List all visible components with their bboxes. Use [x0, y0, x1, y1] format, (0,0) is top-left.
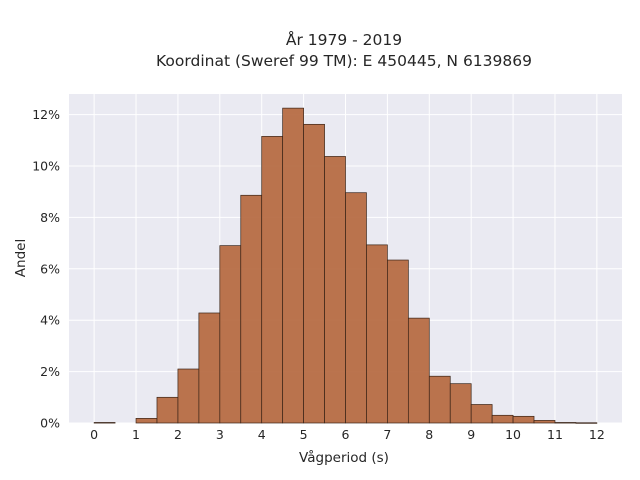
histogram-bar	[575, 422, 598, 424]
y-axis-ticks: 0% 2% 4% 6% 8% 10% 12%	[32, 107, 60, 430]
y-axis-label: Andel	[13, 239, 29, 277]
histogram-bar	[428, 375, 451, 424]
x-tick-label: 8	[425, 427, 433, 442]
histogram-bar	[261, 136, 284, 424]
histogram-bar	[366, 244, 388, 424]
histogram-bar	[303, 123, 325, 424]
x-tick-label: 9	[467, 427, 475, 442]
histogram-bar	[345, 192, 367, 424]
histogram-bar	[219, 245, 242, 424]
histogram-bar	[470, 404, 493, 424]
x-tick-label: 3	[216, 427, 224, 442]
x-tick-label: 4	[258, 427, 266, 442]
chart-title-line2: Koordinat (Sweref 99 TM): E 450445, N 61…	[156, 52, 532, 70]
histogram-bar	[554, 422, 577, 424]
y-tick-label: 2%	[40, 364, 60, 379]
x-tick-label: 5	[300, 427, 308, 442]
histogram-bar	[198, 312, 221, 424]
x-tick-label: 12	[589, 427, 605, 442]
y-tick-label: 12%	[32, 107, 60, 122]
x-tick-label: 11	[547, 427, 563, 442]
x-tick-label: 7	[383, 427, 391, 442]
histogram-bar	[407, 317, 430, 424]
histogram-bar	[324, 156, 346, 424]
x-tick-label: 6	[342, 427, 350, 442]
y-tick-label: 0%	[40, 416, 60, 431]
histogram-bar	[93, 422, 116, 424]
histogram-bar	[282, 107, 304, 424]
histogram-bar	[491, 414, 514, 424]
histogram-bar	[533, 420, 556, 424]
x-axis-ticks: 0 1 2 3 4 5 6 7 8 9 10 11 12	[90, 427, 605, 442]
x-axis-label: Vågperiod (s)	[299, 449, 389, 466]
x-tick-label: 2	[174, 427, 182, 442]
histogram-bar	[512, 415, 535, 424]
histogram-bar	[387, 259, 409, 424]
histogram-bar	[135, 418, 158, 424]
histogram-bars	[93, 107, 598, 424]
x-tick-label: 1	[132, 427, 140, 442]
x-tick-label: 0	[90, 427, 98, 442]
y-tick-label: 4%	[40, 313, 60, 328]
y-tick-label: 6%	[40, 261, 60, 276]
histogram-bar	[449, 383, 472, 424]
histogram-bar	[177, 368, 200, 424]
histogram-bar	[240, 194, 263, 424]
y-tick-label: 8%	[40, 210, 60, 225]
histogram-bar	[156, 396, 179, 424]
x-tick-label: 10	[505, 427, 521, 442]
y-tick-label: 10%	[32, 158, 60, 173]
chart-title-line1: År 1979 - 2019	[286, 30, 402, 49]
